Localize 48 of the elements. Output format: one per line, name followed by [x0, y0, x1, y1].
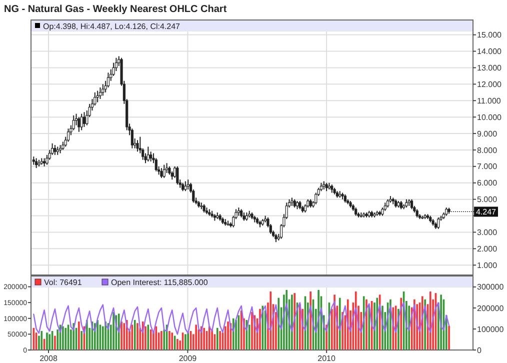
- candlestick: [72, 114, 75, 131]
- candlestick: [54, 144, 56, 156]
- candlestick: [186, 179, 190, 190]
- y-tick-label: 8.000: [477, 146, 498, 155]
- y-tick-label: 10.000: [477, 112, 502, 122]
- candlestick: [162, 164, 166, 178]
- y2-tick-label: 300000: [477, 282, 504, 292]
- candlestick: [176, 166, 179, 186]
- y-tick-label: 14.000: [477, 47, 502, 56]
- candlestick: [66, 128, 70, 142]
- y-tick-label: 1.000: [477, 260, 498, 270]
- y-tick-label: 6.000: [477, 178, 498, 188]
- y-tick-label: 13.000: [477, 64, 502, 73]
- y-tick-label: 12.000: [477, 80, 502, 89]
- candlestick: [150, 151, 152, 162]
- candlestick: [80, 113, 83, 131]
- chart-title: NG - Natural Gas - Weekly Nearest OHLC Chart: [4, 4, 228, 15]
- candlestick: [98, 86, 102, 100]
- candlestick: [184, 180, 187, 192]
- annotation: Op:4.398, Hi:4.487, Lo:4.126, Cl:4.247: [43, 22, 181, 31]
- y-tick-label: 15.000: [477, 30, 502, 40]
- candlestick: [35, 158, 38, 169]
- line-series: [33, 301, 450, 335]
- y-tick-label: 3.000: [477, 228, 498, 238]
- legend-label: Vol: 76491: [44, 278, 82, 287]
- x-tick-label: 2010: [318, 354, 336, 363]
- candlestick: [410, 198, 414, 210]
- candlestick: [102, 84, 104, 96]
- x-tick-label: 2009: [178, 354, 198, 363]
- y-tick-label: 2.000: [477, 244, 498, 254]
- legend-label: Open Interest: 115,885.000: [111, 278, 208, 287]
- candlestick: [314, 192, 318, 205]
- candlestick: [437, 216, 440, 230]
- candlestick: [46, 154, 48, 166]
- y-tick-label: 9.000: [477, 129, 498, 138]
- x-tick-label: 2008: [40, 354, 58, 363]
- candlestick: [94, 92, 96, 106]
- y-tick-label: 7.000: [477, 162, 498, 172]
- candlestick: [146, 146, 150, 162]
- candlestick: [96, 90, 99, 103]
- y-tick-label: 11.000: [477, 96, 502, 106]
- candlestick: [136, 140, 139, 152]
- candlestick: [160, 168, 163, 178]
- annotation: 4.247: [476, 208, 497, 217]
- candlestick: [82, 112, 86, 128]
- y-tick-label: 5.000: [477, 195, 498, 204]
- candlestick: [154, 158, 158, 172]
- candlestick: [78, 116, 80, 132]
